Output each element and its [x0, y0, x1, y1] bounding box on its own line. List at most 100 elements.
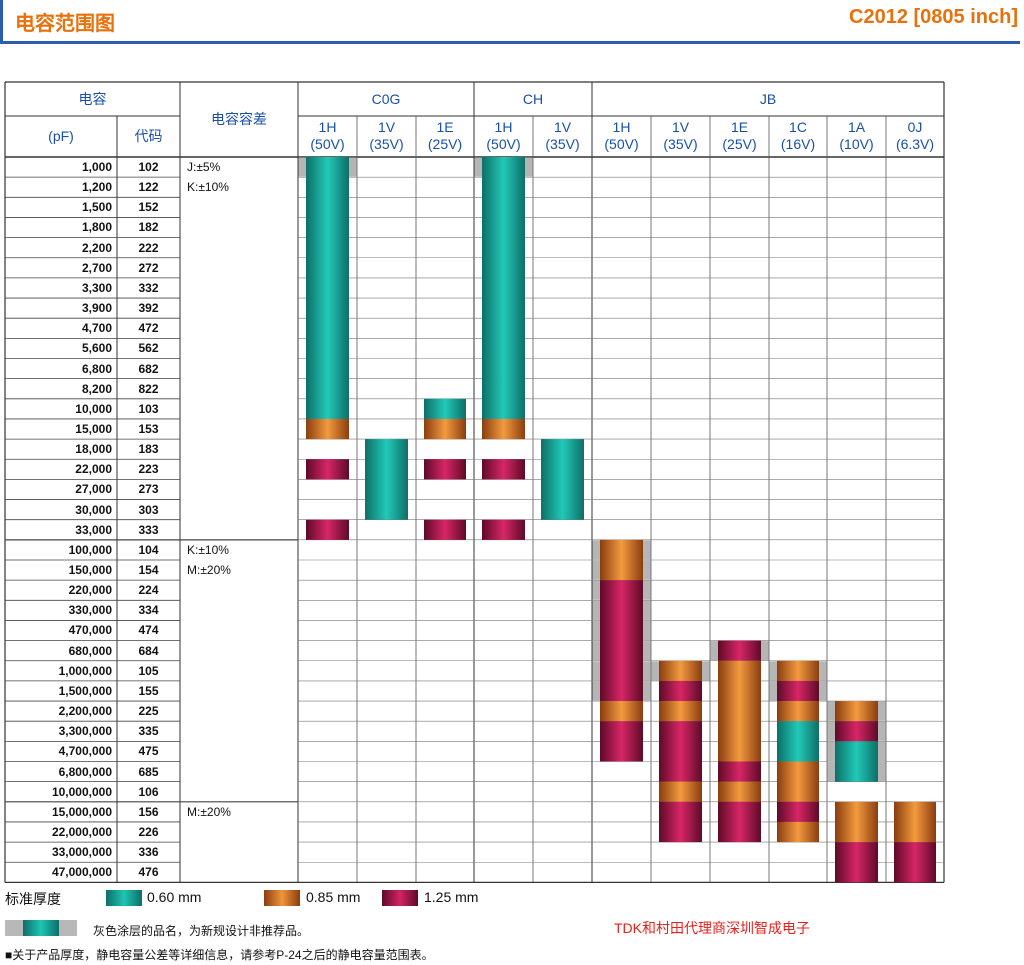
capacitance-code: 303 [138, 502, 159, 517]
thickness-segment [777, 761, 819, 802]
tolerance-header: 电容容差 [211, 111, 267, 127]
tolerance-label: M:±20% [187, 563, 231, 577]
voltage-code: 0J [907, 119, 923, 135]
voltage-value: (35V) [545, 136, 580, 152]
capacitance-value: 6,800 [81, 361, 112, 376]
capacitance-code: 334 [138, 603, 159, 618]
capacitance-code: 273 [138, 482, 159, 497]
thickness-segment [424, 519, 466, 540]
voltage-code: 1V [377, 119, 396, 135]
voltage-value: (25V) [427, 136, 463, 152]
thickness-segment [424, 398, 466, 419]
thickness-segment [777, 721, 819, 762]
thickness-segment [835, 842, 878, 883]
capacitance-value: 1,500,000 [58, 683, 112, 698]
voltage-code: 1V [553, 119, 572, 135]
thickness-segment [835, 701, 878, 722]
capacitance-code: 474 [138, 623, 159, 638]
thickness-segment [659, 680, 702, 702]
thickness-segment [894, 801, 936, 843]
thickness-segment [659, 701, 702, 722]
page-title: 电容范围图 [15, 11, 115, 35]
capacitance-value: 2,200 [81, 240, 112, 255]
pf-header: (pF) [48, 128, 74, 144]
thickness-segment [659, 781, 702, 802]
thickness-segment [482, 157, 525, 419]
voltage-code: 1A [847, 119, 866, 135]
thickness-segment [365, 439, 408, 520]
capacitance-code: 105 [138, 663, 159, 678]
capacitance-value: 22,000,000 [51, 824, 112, 839]
capacitance-value: 1,500 [81, 200, 112, 215]
capacitance-value: 330,000 [68, 603, 112, 618]
capacitance-code: 392 [138, 301, 159, 316]
capacitance-code: 225 [138, 704, 159, 719]
tolerance-label: J:±5% [187, 160, 221, 174]
group-jb: JB [759, 91, 777, 107]
voltage-code: 1E [730, 119, 749, 135]
capacitance-value: 3,900 [81, 301, 112, 316]
voltage-code: 1V [671, 119, 690, 135]
capacitance-value: 2,200,000 [58, 704, 112, 719]
thickness-segment [718, 640, 761, 661]
thickness-segment [482, 459, 525, 480]
capacitance-value: 150,000 [68, 563, 112, 577]
thickness-segment [718, 801, 761, 843]
capacitance-value: 3,300 [81, 280, 112, 295]
capacitance-code: 333 [138, 522, 159, 537]
thickness-segment [777, 821, 819, 843]
capacitance-code: 183 [138, 442, 159, 457]
thickness-segment [777, 801, 819, 822]
capacitance-code: 822 [138, 381, 159, 396]
thickness-segment [306, 519, 349, 540]
thickness-segment [306, 157, 349, 419]
capacitance-value: 1,000,000 [58, 663, 112, 678]
capacitance-code: 476 [138, 865, 159, 880]
thickness-segment [482, 418, 525, 440]
voltage-value: (50V) [604, 136, 639, 152]
legend-085: 0.85 mm [306, 889, 361, 905]
voltage-value: (50V) [486, 136, 521, 152]
thickness-segment [835, 721, 878, 742]
capacitance-value: 10,000,000 [51, 784, 112, 799]
capacitance-code: 685 [138, 764, 159, 779]
capacitance-value: 1,800 [81, 220, 112, 235]
distributor-note: TDK和村田代理商深圳智成电子 [614, 920, 810, 936]
capacitance-code: 222 [138, 240, 159, 255]
thickness-segment [424, 459, 466, 480]
capacitance-value: 30,000 [75, 502, 112, 517]
capacitance-value: 2,700 [81, 260, 112, 275]
thickness-segment [835, 741, 878, 782]
capacitance-code: 154 [138, 563, 159, 577]
thickness-segment [600, 721, 643, 762]
capacitance-value: 680,000 [68, 643, 112, 658]
legend-125: 1.25 mm [424, 889, 479, 905]
thickness-segment [718, 781, 761, 802]
capacitance-value: 1,000 [81, 160, 112, 174]
voltage-value: (35V) [369, 136, 404, 152]
thickness-segment [306, 418, 349, 440]
thickness-segment [659, 801, 702, 843]
thickness-segment [600, 580, 643, 702]
capacitance-code: 226 [138, 824, 159, 839]
capacitance-value: 5,600 [81, 341, 112, 356]
voltage-value: (6.3V) [895, 136, 935, 152]
group-ch: CH [522, 91, 544, 107]
thickness-segment [659, 721, 702, 782]
capacitance-code: 562 [138, 341, 159, 356]
capacitance-code: 472 [138, 321, 159, 336]
capacitance-code: 104 [138, 542, 159, 557]
thickness-segment [835, 801, 878, 843]
capacitance-value: 33,000,000 [51, 845, 112, 860]
capacitance-code: 122 [138, 180, 159, 195]
capacitance-code: 272 [138, 260, 159, 275]
capacitance-code: 684 [138, 643, 159, 658]
grey-swatch-right [59, 920, 77, 936]
tolerance-label: K:±10% [187, 180, 229, 195]
capacitance-code: 152 [138, 200, 159, 215]
capacitance-value: 18,000 [75, 442, 112, 457]
code-header: 代码 [134, 128, 163, 144]
voltage-code: 1H [318, 119, 337, 135]
voltage-value: (35V) [663, 136, 698, 152]
